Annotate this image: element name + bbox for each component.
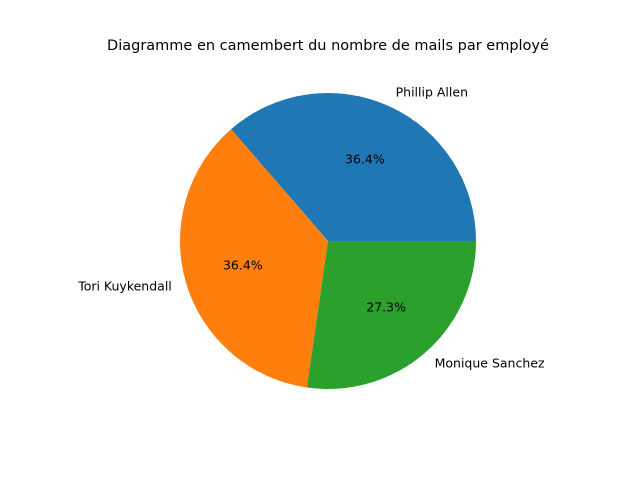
chart-title: Diagramme en camembert du nombre de mail… xyxy=(107,38,549,54)
slice-percent-phillip-allen: 36.4% xyxy=(345,152,385,167)
slice-label-phillip-allen: Phillip Allen xyxy=(396,84,468,99)
pie-slice-monique-sanchez xyxy=(306,241,476,389)
slice-percent-tori-kuykendall: 36.4% xyxy=(223,258,263,273)
pie-slice-tori-kuykendall xyxy=(179,129,328,388)
slice-label-monique-sanchez: Monique Sanchez xyxy=(435,356,545,371)
pie-slice-phillip-allen xyxy=(231,92,476,241)
pie-labels: Phillip Allen 36.4% Tori Kuykendall 36.4% Mo… xyxy=(77,84,545,370)
slice-label-tori-kuykendall: Tori Kuykendall xyxy=(77,278,172,293)
slice-percent-monique-sanchez: 27.3% xyxy=(366,300,406,315)
pie-slices xyxy=(179,92,476,389)
